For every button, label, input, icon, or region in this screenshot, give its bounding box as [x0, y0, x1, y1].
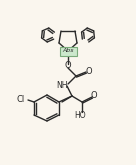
Text: Abs: Abs	[62, 49, 74, 53]
Text: HO: HO	[74, 111, 86, 119]
Text: O: O	[91, 92, 97, 100]
Text: O: O	[86, 66, 92, 76]
Text: Cl: Cl	[17, 95, 25, 103]
Text: NH: NH	[56, 81, 68, 89]
Text: O: O	[65, 62, 71, 70]
FancyBboxPatch shape	[60, 47, 76, 55]
